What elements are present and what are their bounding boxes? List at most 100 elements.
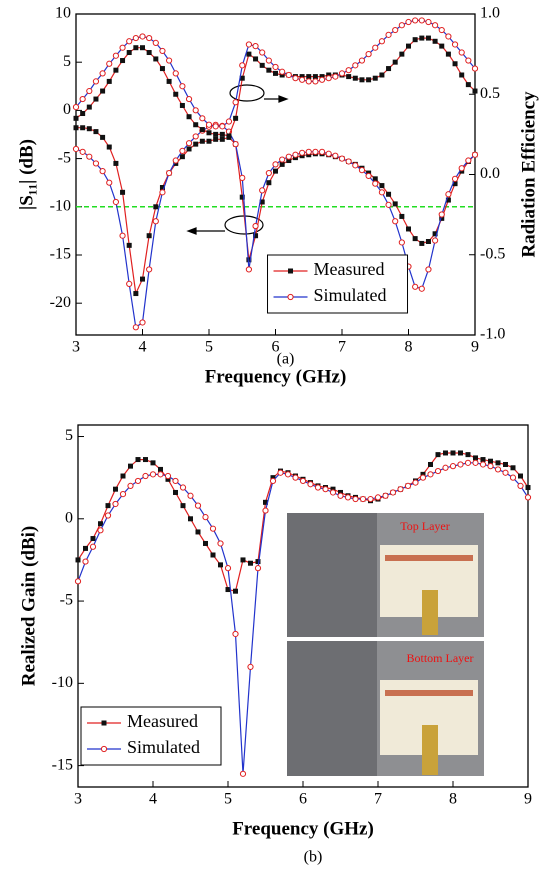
marker [112,52,120,59]
marker [113,160,119,166]
legend-box [267,254,409,314]
marker [399,51,405,57]
marker [406,43,411,49]
marker [458,450,463,456]
marker [465,82,471,88]
y-tick-label: 0 [65,509,73,526]
marker [372,44,379,51]
legend-marker [100,745,108,753]
marker [389,489,397,496]
marker [193,141,199,147]
marker [279,68,286,75]
marker [206,130,212,136]
marker [259,62,265,68]
marker [86,153,93,160]
marker [209,525,217,532]
marker [72,145,80,153]
series-line [75,37,476,137]
marker [219,131,225,137]
marker [106,179,113,186]
marker [150,460,156,466]
marker [471,151,479,158]
marker [494,466,502,473]
marker [480,457,486,463]
marker [164,472,172,480]
marker [445,197,451,203]
marker [159,47,166,55]
marker [345,67,352,74]
marker [263,499,268,505]
marker [194,502,202,509]
marker [205,121,213,128]
marker [259,49,266,56]
x-tick-label: 7 [338,339,346,356]
marker [479,461,487,468]
marker [99,168,106,175]
marker [120,189,126,195]
x-tick-label: 5 [224,791,232,808]
marker [173,91,179,97]
marker [179,147,186,154]
marker [509,474,517,481]
marker [139,33,146,40]
y-tick-label: -20 [50,294,71,311]
marker [338,489,343,495]
marker [262,507,269,514]
marker [179,83,186,90]
marker [285,153,292,160]
marker [82,558,89,565]
marker [98,521,103,527]
marker [233,588,238,594]
marker [247,663,254,670]
marker [186,146,192,152]
marker [232,99,239,106]
marker [365,51,372,58]
x-tick-label: 4 [139,339,147,356]
y-tick-label: 10 [55,5,71,22]
marker [277,469,284,476]
marker [90,536,96,542]
x-tick-label: 5 [205,339,213,356]
marker [487,463,494,470]
marker [192,107,199,114]
marker [93,129,99,135]
marker [187,492,194,499]
y2-tick-label: -1.0 [480,326,505,343]
y-tick-label: 5 [65,427,73,444]
y-tick-label: 0 [63,101,71,118]
marker [269,477,277,485]
marker [179,484,187,491]
marker [179,154,185,160]
marker [397,486,404,493]
marker [245,266,252,273]
x-tick-label: 6 [272,339,280,356]
legend-label: Measured [314,259,385,279]
marker [392,59,398,65]
marker [126,50,132,56]
marker [412,37,418,43]
marker [252,222,259,230]
y-tick-label: -5 [60,592,73,609]
x-tick-label: 3 [72,339,80,356]
marker [272,63,279,71]
marker [412,17,419,24]
marker [126,242,132,248]
marker [132,324,139,331]
marker [152,39,159,46]
y2-tick-label: -0.5 [480,245,505,262]
marker [299,76,306,83]
marker [312,74,318,80]
marker [166,169,173,177]
marker [83,545,88,551]
marker [465,452,471,458]
marker [146,34,153,42]
ruler [287,513,377,637]
marker [149,471,157,478]
marker [265,57,272,64]
marker [112,198,120,206]
marker [132,34,139,42]
y2-tick-label: 0.0 [480,165,500,182]
marker [72,103,80,111]
marker [344,494,352,501]
marker [299,477,307,485]
